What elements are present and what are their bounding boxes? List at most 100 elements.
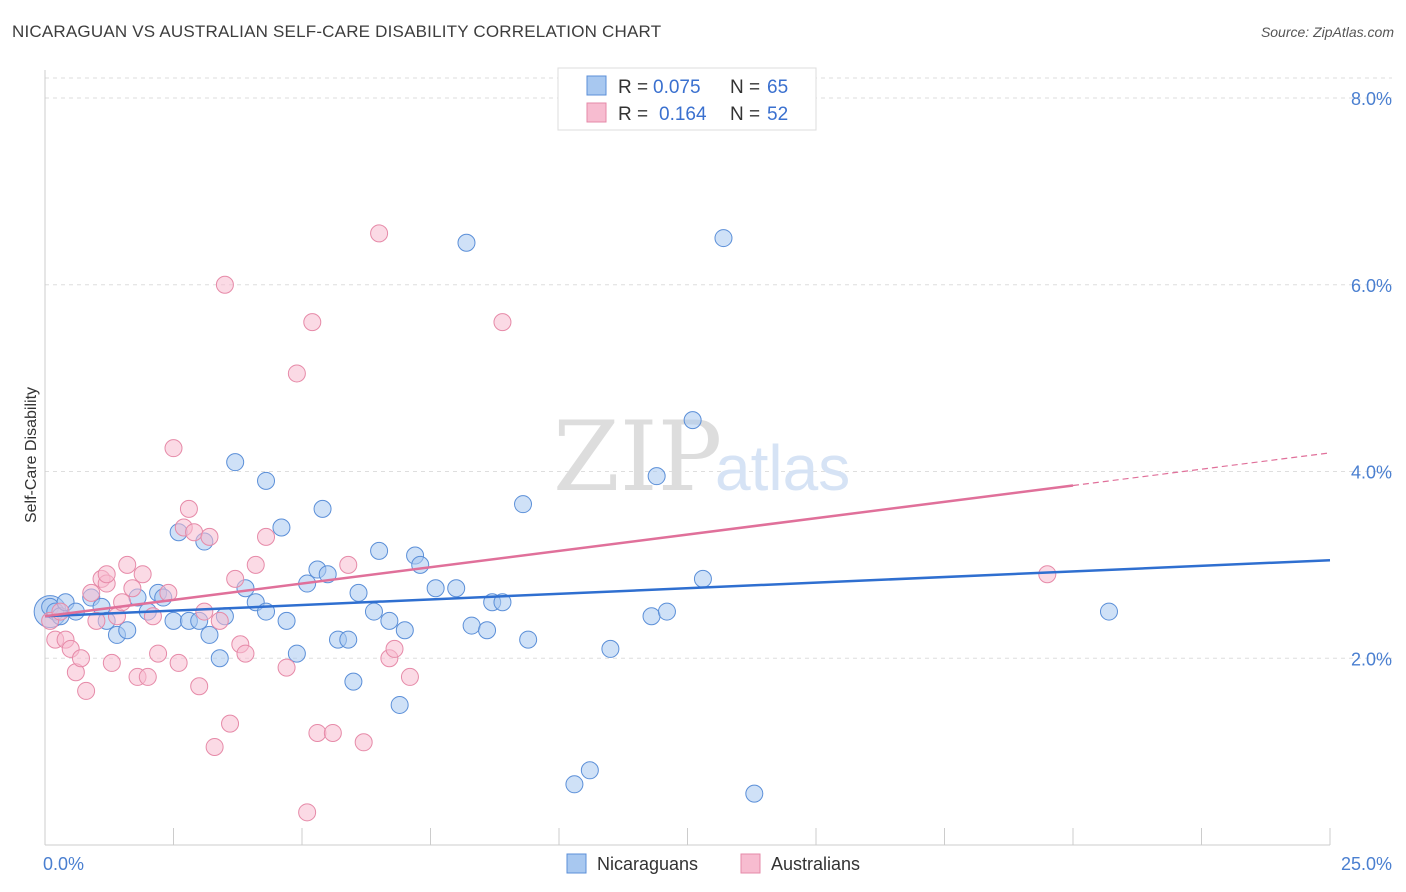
gridlines — [45, 77, 1392, 659]
legend-r-label-2: R = — [618, 104, 648, 125]
scatter-point-australians — [385, 639, 404, 658]
scatter-point-australians — [257, 527, 276, 546]
x-tick-label-min: 0.0% — [43, 854, 84, 874]
scatter-point-nicaraguans — [601, 639, 620, 658]
bottom-legend-swatch-nicaraguans — [566, 853, 587, 874]
scatter-point-nicaraguans — [380, 611, 399, 630]
scatter-point-australians — [133, 565, 152, 584]
scatter-point-nicaraguans — [714, 229, 733, 248]
scatter-point-australians — [339, 555, 358, 574]
legend: R = 0.075 N = 65 R = 0.164 N = 52 — [557, 67, 817, 131]
scatter-point-australians — [354, 733, 373, 752]
trend-lines — [44, 452, 1331, 618]
scatter-point-nicaraguans — [210, 649, 229, 668]
scatter-point-nicaraguans — [364, 602, 383, 621]
scatter-point-australians — [236, 644, 255, 663]
scatter-point-australians — [97, 565, 116, 584]
scatter-point-nicaraguans — [457, 233, 476, 252]
scatter-point-nicaraguans — [395, 621, 414, 640]
scatter-point-australians — [221, 714, 240, 733]
watermark-atlas: atlas — [715, 432, 850, 504]
scatter-point-nicaraguans — [370, 541, 389, 560]
bottom-legend-label-australians: Australians — [771, 854, 860, 874]
trend-line-australians-extension — [1072, 452, 1331, 487]
scatter-point-australians — [71, 649, 90, 668]
scatter-point-nicaraguans — [411, 555, 430, 574]
scatter-point-nicaraguans — [657, 602, 676, 621]
scatter-point-australians — [246, 555, 265, 574]
scatter-point-nicaraguans — [426, 579, 445, 598]
scatter-point-nicaraguans — [277, 611, 296, 630]
scatter-point-nicaraguans — [344, 672, 363, 691]
scatter-point-australians — [308, 723, 327, 742]
scatter-point-nicaraguans — [683, 411, 702, 430]
trend-line-australians — [44, 484, 1074, 618]
scatter-point-australians — [82, 583, 101, 602]
scatter-point-australians — [1038, 565, 1057, 584]
bottom-legend-label-nicaraguans: Nicaraguans — [597, 854, 698, 874]
trend-line-nicaraguans — [44, 558, 1331, 618]
bottom-legend-swatch-australians — [740, 853, 761, 874]
scatter-point-nicaraguans — [257, 471, 276, 490]
scatter-point-australians — [287, 364, 306, 383]
scatter-point-nicaraguans — [580, 761, 599, 780]
scatter-point-nicaraguans — [118, 621, 137, 640]
scatter-point-nicaraguans — [642, 607, 661, 626]
legend-n-label-2: N = — [730, 104, 760, 125]
legend-n-label-1: N = — [730, 77, 760, 98]
scatter-point-nicaraguans — [313, 499, 332, 518]
scatter-point-australians — [87, 611, 106, 630]
x-tick-label-max: 25.0% — [1341, 854, 1392, 874]
scatter-point-nicaraguans — [164, 611, 183, 630]
y-axis-label: Self-Care Disability — [23, 387, 40, 523]
scatter-point-nicaraguans — [462, 616, 481, 635]
scatter-point-australians — [400, 667, 419, 686]
y-tick-label: 2.0% — [1351, 649, 1392, 669]
scatter-point-nicaraguans — [272, 518, 291, 537]
scatter-point-australians — [118, 555, 137, 574]
scatter-point-australians — [200, 527, 219, 546]
scatter-point-nicaraguans — [318, 565, 337, 584]
scatter-point-nicaraguans — [647, 467, 666, 486]
scatter-point-nicaraguans — [693, 569, 712, 588]
scatter-point-australians — [298, 803, 317, 822]
scatter-point-australians — [102, 653, 121, 672]
chart-title: NICARAGUAN VS AUSTRALIAN SELF-CARE DISAB… — [12, 22, 662, 41]
x-tick-labels: 0.0% 25.0% — [43, 854, 1392, 874]
scatter-point-australians — [179, 499, 198, 518]
scatter-point-australians — [77, 681, 96, 700]
scatter-point-australians — [210, 611, 229, 630]
scatter-point-australians — [138, 667, 157, 686]
scatter-point-australians — [493, 313, 512, 332]
source-label: Source: ZipAtlas.com — [1260, 24, 1394, 40]
y-tick-labels: 2.0% 4.0% 6.0% 8.0% — [1351, 89, 1392, 669]
scatter-point-australians — [205, 737, 224, 756]
legend-n-value-2: 52 — [767, 104, 788, 125]
scatter-point-nicaraguans — [287, 644, 306, 663]
scatter-point-nicaraguans — [226, 453, 245, 472]
scatter-point-australians — [185, 523, 204, 542]
scatter-point-australians — [51, 602, 70, 621]
y-tick-label: 4.0% — [1351, 463, 1392, 483]
axes — [44, 70, 1331, 846]
scatter-point-nicaraguans — [447, 579, 466, 598]
scatter-point-nicaraguans — [514, 495, 533, 514]
scatter-point-nicaraguans — [349, 583, 368, 602]
scatter-point-australians — [370, 224, 389, 243]
bottom-legend: Nicaraguans Australians — [566, 853, 860, 874]
scatter-point-nicaraguans — [200, 625, 219, 644]
scatter-point-nicaraguans — [339, 630, 358, 649]
y-tick-label: 6.0% — [1351, 276, 1392, 296]
legend-swatch-nicaraguans — [586, 75, 607, 96]
legend-r-label-1: R = — [618, 77, 648, 98]
y-tick-label: 8.0% — [1351, 89, 1392, 109]
scatter-point-australians — [195, 602, 214, 621]
scatter-point-australians — [123, 579, 142, 598]
watermark: ZIP atlas — [553, 401, 850, 513]
legend-swatch-australians — [586, 102, 607, 123]
scatter-point-nicaraguans — [478, 621, 497, 640]
scatter-point-australians — [226, 569, 245, 588]
scatter-point-australians — [323, 723, 342, 742]
scatter-point-australians — [190, 677, 209, 696]
